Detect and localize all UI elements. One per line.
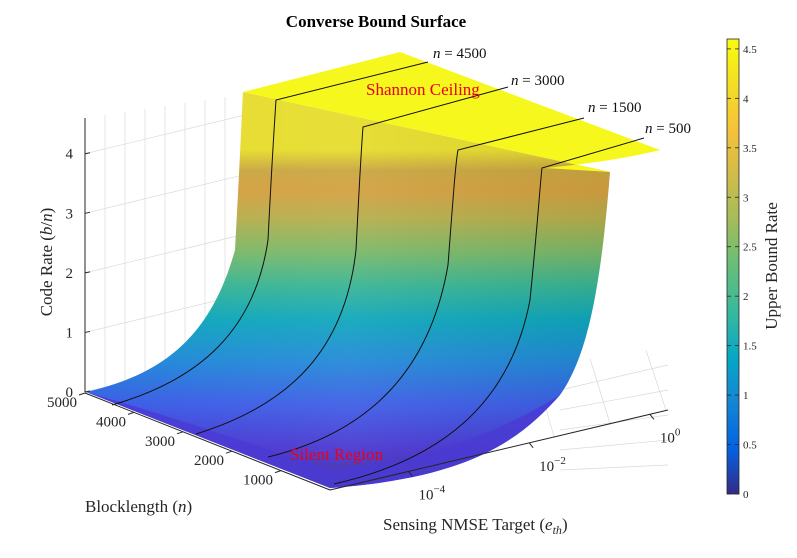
annotation-shannon-ceiling: Shannon Ceiling bbox=[366, 80, 480, 99]
grid-line bbox=[559, 439, 669, 451]
contour-lines bbox=[111, 61, 645, 485]
x-tick-label-5000: 5000 bbox=[47, 395, 77, 411]
colorbar-tick-label-1.5: 1.5 bbox=[743, 341, 757, 353]
grid-line bbox=[84, 172, 251, 214]
z-tick-label-1: 1 bbox=[66, 325, 74, 341]
colorbar-tick-label-1: 1 bbox=[743, 390, 749, 402]
grid-line bbox=[559, 464, 669, 471]
z-tick-0 bbox=[84, 390, 91, 393]
grid-line bbox=[84, 232, 251, 274]
x-tick-label-4000: 4000 bbox=[96, 414, 126, 430]
chart-title: Converse Bound Surface bbox=[286, 12, 467, 31]
z-tick-label-2: 2 bbox=[66, 266, 74, 282]
x-tick-2000 bbox=[225, 450, 233, 454]
x-axis-line bbox=[84, 392, 331, 491]
colorbar-label: Upper Bound Rate bbox=[762, 202, 781, 329]
colorbar-tick-label-0.5: 0.5 bbox=[743, 440, 757, 452]
z-tick-label-0: 0 bbox=[66, 385, 74, 401]
z-axis-label: Code Rate (b/n) bbox=[37, 208, 56, 317]
contour-label-n500: n = 500 bbox=[645, 121, 691, 137]
grid-line bbox=[84, 113, 251, 155]
y-tick-−2 bbox=[528, 442, 534, 449]
contour-line-n1500 bbox=[267, 117, 585, 458]
axes bbox=[84, 118, 669, 491]
colorbar-tick-label-4: 4 bbox=[743, 93, 749, 105]
colorbar-ticks: 0 0.5 1 1.5 2 2.5 3 3.5 4 4.5 bbox=[727, 44, 757, 501]
y-axis-line bbox=[329, 409, 669, 491]
colorbar-tick-label-4.5: 4.5 bbox=[743, 44, 757, 56]
colorbar-tick-label-3: 3 bbox=[743, 192, 749, 204]
x-tick-1000 bbox=[274, 470, 282, 474]
x-tick-3000 bbox=[176, 431, 184, 435]
z-tick-2 bbox=[84, 271, 91, 274]
z-tick-1 bbox=[84, 330, 91, 333]
contour-label-n1500: n = 1500 bbox=[588, 100, 641, 116]
grid-line bbox=[589, 358, 611, 424]
tick-marks bbox=[78, 152, 655, 477]
x-tick-label-1000: 1000 bbox=[243, 473, 273, 489]
surface-sheen bbox=[86, 92, 610, 488]
x-tick-label-3000: 3000 bbox=[145, 434, 175, 450]
z-axis-label-text: Code Rate (b/n) bbox=[37, 208, 56, 317]
colorbar-tick-label-3.5: 3.5 bbox=[743, 143, 757, 155]
z-tick-label-3: 3 bbox=[66, 206, 74, 222]
y-tick-label-0: 100 bbox=[660, 426, 681, 446]
axes-grid bbox=[84, 94, 669, 491]
x-tick-5000 bbox=[78, 392, 86, 396]
colorbar-tick-label-2: 2 bbox=[743, 291, 749, 303]
grid-line bbox=[645, 350, 667, 411]
tick-labels: 0 1 2 3 4 1000 2000 3000 4000 5000 10−4 10−2 100 bbox=[47, 147, 681, 504]
x-tick-label-2000: 2000 bbox=[194, 453, 224, 469]
x-axis-label: Blocklength (n) bbox=[85, 497, 192, 516]
y-axis-label: Sensing NMSE Target (eth) bbox=[383, 515, 568, 537]
contour-line-n500 bbox=[333, 137, 645, 485]
rate-surface bbox=[86, 52, 660, 488]
contour-label-n4500: n = 4500 bbox=[433, 46, 486, 62]
y-tick-label-−4: 10−4 bbox=[418, 483, 445, 503]
y-tick-label-−2: 10−2 bbox=[539, 455, 566, 475]
colorbar bbox=[726, 38, 740, 495]
contour-label-n3000: n = 3000 bbox=[511, 73, 564, 89]
z-tick-4 bbox=[84, 152, 91, 155]
y-tick-0 bbox=[649, 413, 655, 420]
y-tick-−4 bbox=[408, 471, 413, 477]
grid-line bbox=[559, 389, 669, 411]
contour-line-n3000 bbox=[195, 86, 509, 435]
z-tick-3 bbox=[84, 211, 91, 214]
z-tick-label-4: 4 bbox=[66, 147, 74, 163]
colorbar-tick-label-2.5: 2.5 bbox=[743, 242, 757, 254]
colorbar-tick-label-0: 0 bbox=[743, 489, 749, 501]
annotation-silent-region: Silent Region bbox=[290, 445, 384, 464]
x-tick-4000 bbox=[127, 411, 135, 415]
grid-line bbox=[559, 364, 669, 391]
contour-line-n4500 bbox=[111, 61, 429, 406]
